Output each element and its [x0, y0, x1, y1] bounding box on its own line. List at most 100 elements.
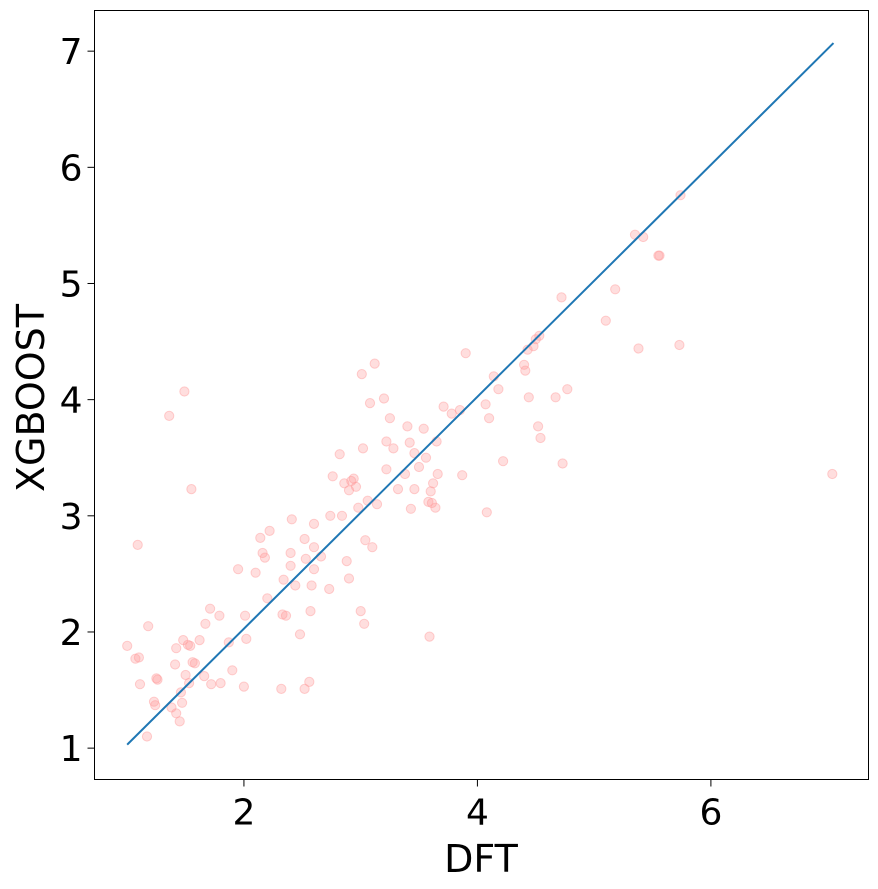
scatter-point [255, 532, 266, 544]
scatter-point [240, 610, 251, 621]
scatter-point [308, 542, 320, 553]
y-tick-label: 6 [60, 148, 83, 189]
scatter-point [148, 696, 160, 707]
scatter-point [278, 574, 289, 585]
scatter-points [122, 190, 838, 742]
scatter-point [653, 250, 664, 261]
scatter-point [277, 609, 288, 620]
scatter-point [533, 421, 544, 432]
scatter-point [186, 484, 197, 495]
y-tick-label: 7 [60, 32, 83, 73]
scatter-point [324, 583, 335, 595]
scatter-point [522, 344, 533, 355]
y-tick-label: 2 [60, 613, 83, 654]
scatter-point [350, 481, 362, 492]
scatter-point [294, 629, 306, 640]
scatter-point [674, 339, 685, 351]
y-tick-label: 5 [60, 264, 83, 305]
scatter-point [187, 657, 198, 668]
scatter-point [285, 547, 296, 559]
scatter-point [357, 443, 369, 454]
scatter-point [348, 473, 359, 484]
scatter-point [325, 510, 336, 521]
scatter-point [498, 456, 509, 467]
scatter-point [132, 539, 143, 551]
scatter-point [170, 659, 181, 670]
scatter-point [484, 413, 495, 424]
scatter-point [305, 606, 316, 617]
scatter-point [600, 315, 611, 326]
reference-line [126, 42, 835, 746]
scatter-point [215, 678, 226, 689]
scatter-point [276, 683, 287, 695]
scatter-point [423, 496, 434, 507]
scatter-point [290, 580, 301, 591]
scatter-point [438, 401, 449, 412]
scatter-point [633, 343, 644, 354]
scatter-point [174, 716, 185, 727]
x-tick-label: 2 [232, 793, 255, 834]
scatter-point [481, 507, 492, 518]
scatter-point [264, 525, 275, 537]
scatter-point [446, 408, 457, 419]
scatter-point [189, 658, 200, 669]
scatter-point [404, 437, 415, 448]
scatter-point [233, 564, 244, 575]
scatter-point [371, 499, 383, 510]
scatter-point [141, 731, 153, 742]
scatter-point [205, 603, 216, 614]
scatter-point [426, 497, 437, 509]
plot-area-frame [94, 10, 869, 780]
scatter-point [359, 618, 370, 629]
scatter-point [360, 535, 371, 546]
scatter-point [343, 485, 355, 496]
scatter-point [535, 432, 546, 444]
scatter-point [346, 475, 357, 487]
scatter-point [194, 635, 205, 646]
scatter-point [150, 700, 161, 711]
scatter-point [556, 292, 567, 303]
scatter-point [285, 560, 296, 571]
y-axis-title: XGBOOST [9, 303, 53, 492]
scatter-point [177, 697, 188, 708]
scatter-point [460, 348, 471, 359]
scatter-point [250, 567, 261, 578]
scatter-point [178, 635, 189, 646]
scatter-point [308, 518, 320, 530]
scatter-point [402, 421, 413, 432]
scatter-point [523, 392, 534, 403]
scatter-point [238, 681, 249, 692]
x-axis-title: DFT [444, 837, 518, 881]
scatter-point [214, 610, 225, 621]
scatter-point [432, 468, 443, 480]
y-tick-label: 4 [60, 381, 83, 422]
scatter-point [420, 452, 432, 463]
scatter-point [356, 369, 367, 380]
scatter-point [327, 471, 338, 482]
scatter-point [166, 702, 177, 713]
scatter-point [520, 365, 531, 376]
scatter-point [300, 553, 311, 564]
scatter-point [185, 640, 196, 652]
scatter-point [334, 449, 345, 460]
scatter-point [364, 398, 376, 409]
scatter-point [179, 386, 190, 397]
scatter-point [392, 484, 404, 495]
scatter-point [384, 413, 395, 424]
scatter-point [259, 552, 270, 563]
scatter-point [164, 410, 175, 421]
x-tick-label: 4 [466, 793, 489, 834]
scatter-point [638, 231, 649, 243]
scatter-point [227, 665, 238, 676]
scatter-point [152, 674, 163, 685]
scatter-point [610, 284, 621, 295]
scatter-point [418, 423, 429, 434]
scatter-point [827, 468, 838, 480]
scatter-point [457, 470, 468, 481]
scatter-point [562, 384, 573, 395]
scatter-point [280, 610, 292, 621]
x-axis-ticks: 2 4 6 [232, 779, 722, 834]
scatter-point [299, 683, 310, 695]
scatter-point [341, 556, 352, 567]
y-tick-label: 1 [60, 729, 83, 770]
